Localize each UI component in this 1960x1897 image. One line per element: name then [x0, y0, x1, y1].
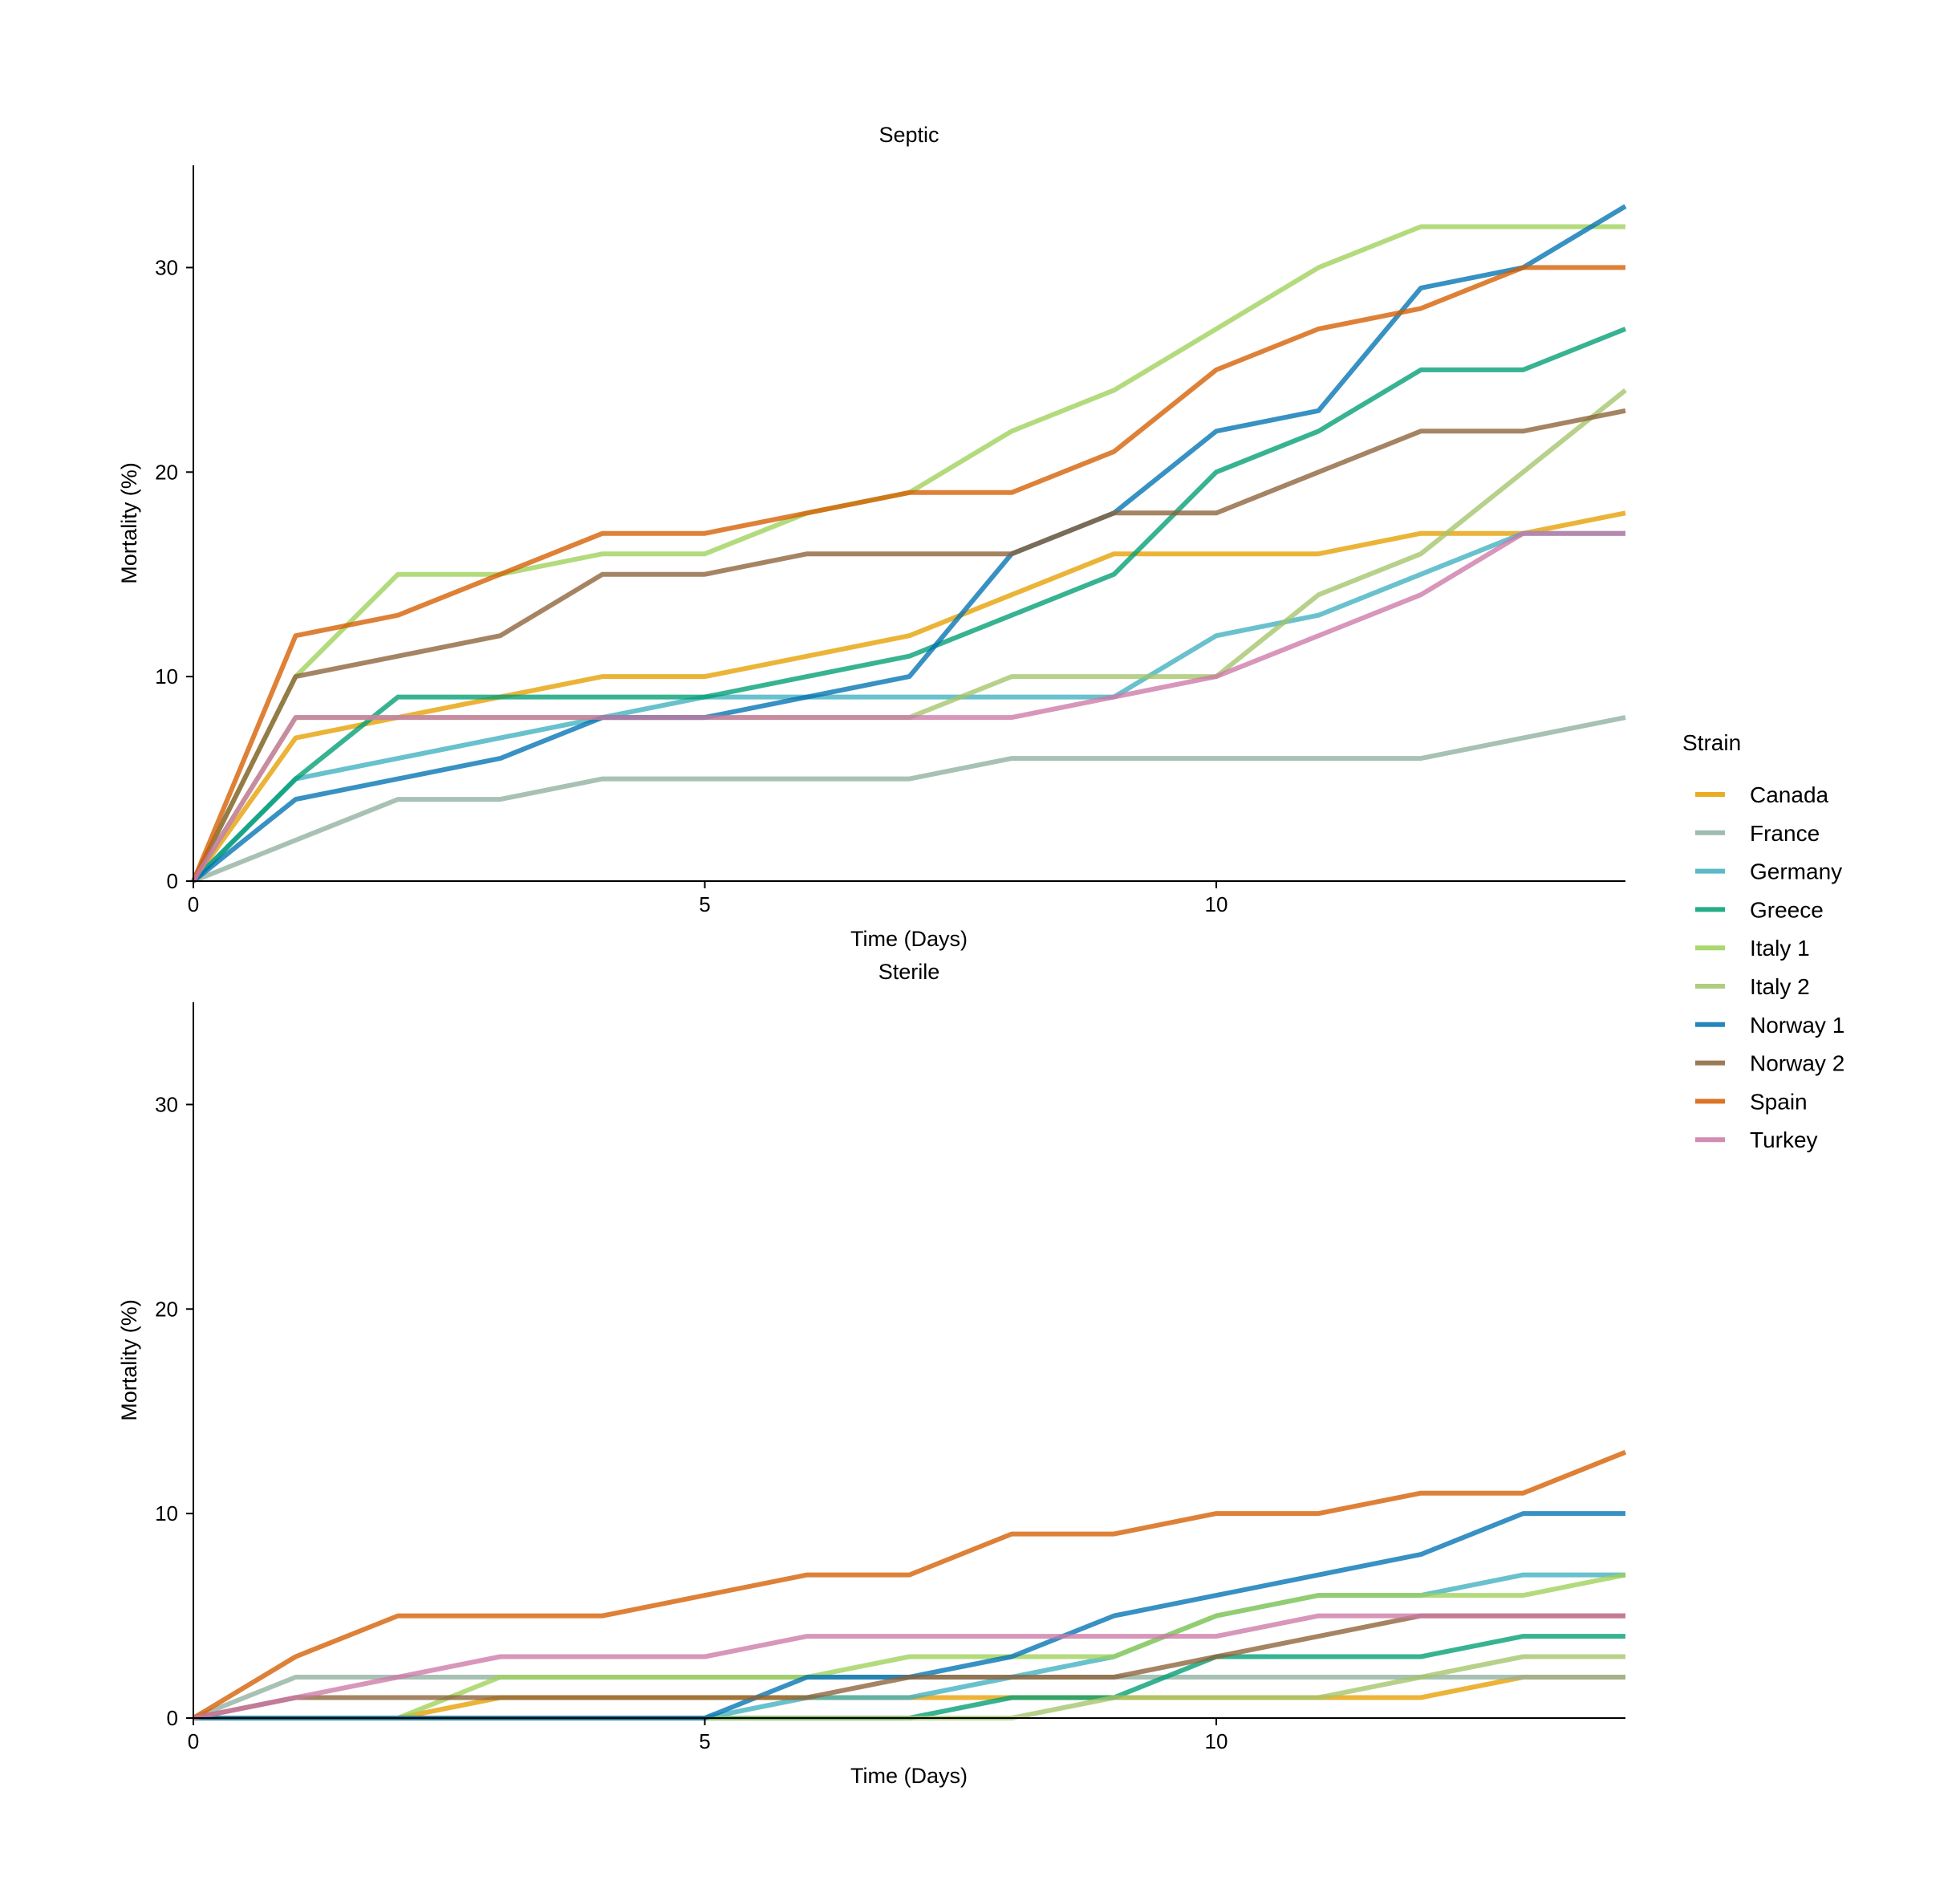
sterile-x-tick-label: 5 [699, 1729, 710, 1753]
septic-line-germany [191, 530, 1625, 884]
sterile-y-tick-label: 0 [167, 1706, 178, 1730]
sterile-x-tick-label: 10 [1205, 1729, 1228, 1753]
septic-x-tick-label: 0 [188, 892, 199, 916]
sterile-line-norway-2 [193, 1613, 1625, 1720]
sterile-line-turkey [193, 1613, 1625, 1720]
sterile-x-axis-label: Time (Days) [850, 1764, 968, 1788]
legend-items: Canada France Germany Greece Italy 1 Italy 2 N… [1695, 782, 1844, 1152]
septic-line-greece [191, 327, 1627, 884]
legend-label-norway-1: Norway 1 [1750, 1013, 1844, 1038]
septic-line-france [192, 715, 1626, 884]
septic-panel: Septic 0 5 10 0 10 20 30 Time (Days) Mortality… [117, 123, 1627, 951]
legend-label-turkey: Turkey [1750, 1127, 1818, 1152]
sterile-x-tick-label: 0 [188, 1729, 199, 1753]
septic-y-tick-label: 30 [155, 255, 178, 279]
legend-label-canada: Canada [1750, 782, 1829, 807]
septic-line-norway-2 [191, 408, 1626, 883]
sterile-y-axis-label: Mortality (%) [117, 1299, 141, 1421]
sterile-line-spain [192, 1449, 1627, 1720]
septic-line-spain [191, 265, 1625, 883]
septic-line-canada [191, 510, 1626, 883]
septic-line-norway-1 [192, 204, 1627, 884]
septic-x-tick-label: 5 [699, 892, 710, 916]
legend-label-italy-1: Italy 1 [1750, 936, 1810, 961]
legend-label-spain: Spain [1750, 1089, 1808, 1114]
legend-label-greece: Greece [1750, 897, 1824, 922]
septic-x-tick-label: 10 [1205, 892, 1228, 916]
sterile-panel-title: Sterile [879, 960, 940, 984]
septic-y-tick-label: 20 [155, 460, 178, 484]
sterile-ticks: 0 5 10 0 10 20 30 [155, 1092, 1228, 1753]
sterile-series-lines [192, 1449, 1627, 1720]
septic-ticks: 0 5 10 0 10 20 30 [155, 255, 1228, 916]
sterile-line-italy-2 [193, 1654, 1625, 1720]
sterile-y-tick-label: 10 [155, 1501, 178, 1525]
septic-series-lines [191, 204, 1627, 884]
legend-label-france: France [1750, 821, 1820, 846]
septic-y-axis-label: Mortality (%) [117, 462, 141, 584]
septic-x-axis-label: Time (Days) [850, 927, 968, 951]
septic-panel-title: Septic [879, 123, 939, 147]
sterile-y-tick-label: 20 [155, 1297, 178, 1321]
legend-label-norway-2: Norway 2 [1750, 1051, 1844, 1076]
legend: Strain Canada France Germany Greece Italy 1 I… [1682, 730, 1844, 1152]
legend-label-italy-2: Italy 2 [1750, 974, 1810, 999]
sterile-y-tick-label: 30 [155, 1092, 178, 1116]
septic-y-tick-label: 0 [167, 869, 178, 893]
septic-y-tick-label: 10 [155, 664, 178, 689]
legend-title: Strain [1682, 730, 1741, 755]
sterile-panel: Sterile 0 5 10 0 10 20 30 Time (Days) Mortalit… [117, 960, 1627, 1788]
septic-line-turkey [191, 530, 1625, 883]
legend-label-germany: Germany [1750, 859, 1842, 884]
sterile-line-italy-1 [193, 1572, 1626, 1720]
